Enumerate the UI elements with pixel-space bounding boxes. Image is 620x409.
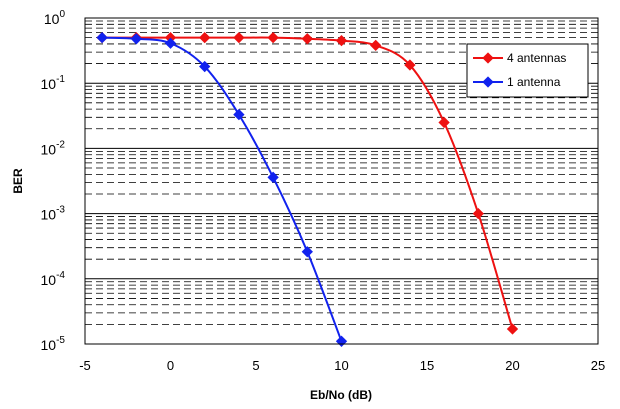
data-point-1-antenna [233,108,245,121]
data-point-4-antennas [472,207,484,220]
legend: 4 antennas 1 antenna [466,43,589,98]
y-axis-title: BER [11,168,25,194]
gridlines [85,20,598,325]
legend-marker-4-antennas [482,52,494,64]
y-tick-label: 10-5 [41,335,66,353]
data-point-4-antennas [506,323,519,335]
data-point-1-antenna [301,246,313,258]
data-point-1-antenna [164,37,177,49]
y-tick-labels: 100 10-1 10-2 10-3 10-4 10-5 [41,9,66,353]
y-tick-label: 10-2 [41,139,66,157]
y-tick-label: 100 [44,9,66,27]
legend-label-1-antenna: 1 antenna [507,75,561,89]
data-point-4-antennas [438,116,450,129]
x-tick-labels: -5 0 5 10 15 20 25 [79,358,605,373]
x-tick-label: 25 [591,358,605,373]
x-tick-label: 5 [252,358,259,373]
x-axis-title: Eb/No (dB) [310,388,372,402]
y-tick-label: 10-1 [41,74,66,92]
x-tick-label: 10 [334,358,348,373]
data-point-4-antennas [301,33,313,45]
x-tick-label: -5 [79,358,91,373]
x-tick-label: 20 [505,358,519,373]
x-tick-label: 0 [167,358,174,373]
data-point-4-antennas [199,31,211,44]
data-point-4-antennas [335,34,348,47]
y-tick-label: 10-3 [41,205,66,223]
data-point-1-antenna [267,171,279,183]
legend-label-4-antennas: 4 antennas [507,51,566,65]
plot-area-border [84,17,599,345]
y-tick-label: 10-4 [41,270,66,288]
data-point-4-antennas [370,39,382,52]
x-tick-label: 15 [420,358,434,373]
data-point-4-antennas [267,31,279,44]
data-point-4-antennas [233,31,245,44]
data-point-1-antenna [335,335,348,347]
legend-box [466,43,589,98]
series-group [96,31,519,347]
data-point-4-antennas [404,59,416,71]
data-point-1-antenna [96,31,108,44]
data-point-1-antenna [130,33,142,45]
